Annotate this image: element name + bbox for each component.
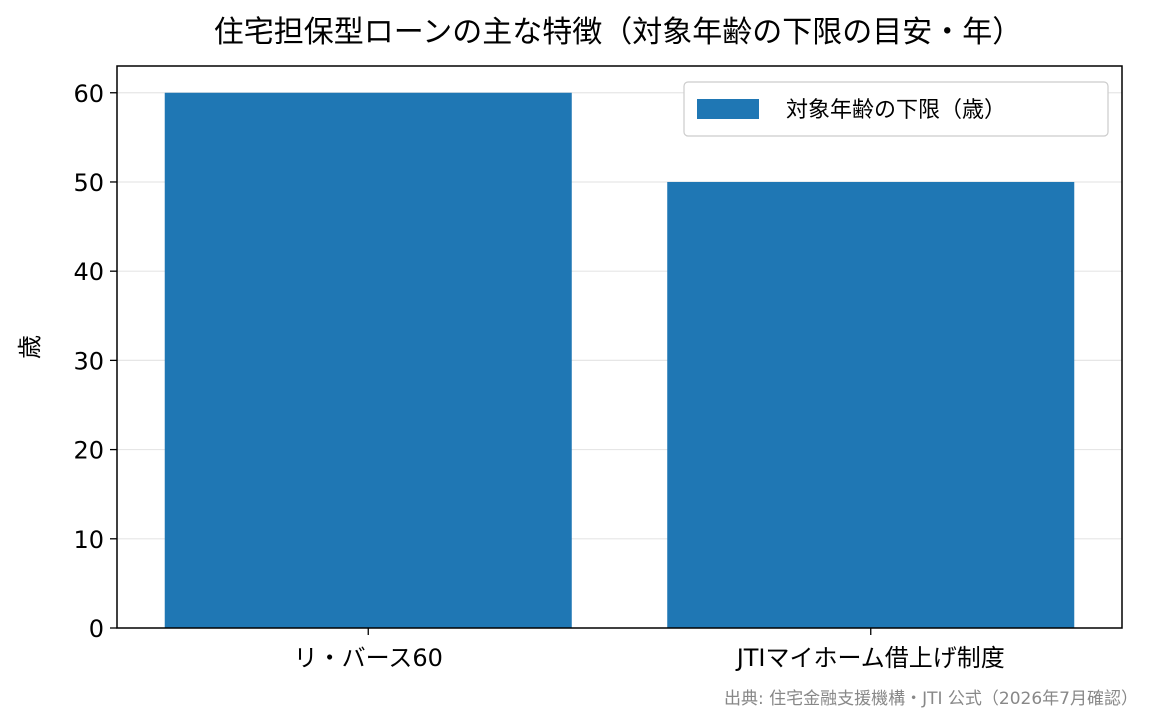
- chart-title: 住宅担保型ローンの主な特徴（対象年齢の下限の目安・年）: [214, 15, 1023, 50]
- y-tick-label: 60: [73, 80, 104, 108]
- y-tick-label: 20: [73, 437, 104, 465]
- y-axis-label: 歳: [16, 335, 44, 359]
- y-tick-label: 30: [73, 347, 104, 375]
- legend: 対象年齢の下限（歳）: [683, 81, 1109, 137]
- y-tick-label: 40: [73, 258, 104, 286]
- legend-box: [683, 81, 1109, 137]
- x-tick-label: リ・バース60: [294, 644, 443, 672]
- y-tick-label: 10: [73, 526, 104, 554]
- legend-swatch: [697, 99, 759, 119]
- bar: [667, 181, 1075, 628]
- y-tick-label: 0: [89, 615, 104, 643]
- y-axis-ticks: 0 10 20 30 40 50 60: [73, 80, 117, 643]
- source-note: 出典: 住宅金融支援機構・JTI 公式（2026年7月確認）: [724, 689, 1138, 709]
- legend-label: 対象年齢の下限（歳）: [786, 98, 1006, 123]
- bars: [164, 92, 1075, 628]
- x-tick-label: JTIマイホーム借上げ制度: [735, 644, 1005, 672]
- x-axis-ticks: リ・バース60 JTIマイホーム借上げ制度: [294, 628, 1005, 672]
- y-tick-label: 50: [73, 169, 104, 197]
- plot-frame: [116, 65, 1123, 629]
- bar: [164, 92, 572, 628]
